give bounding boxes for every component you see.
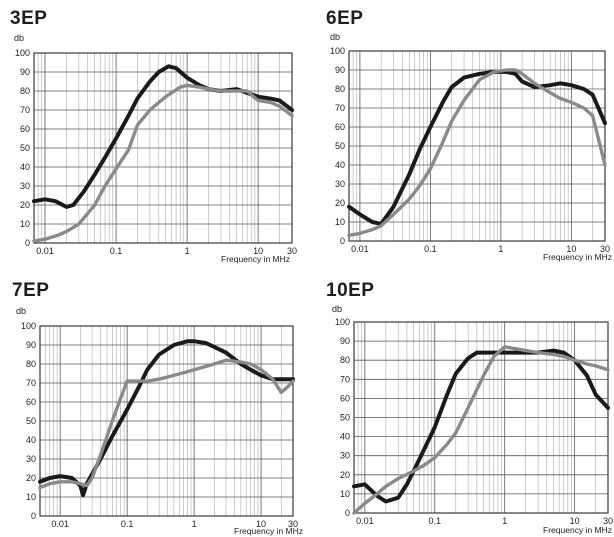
y-tick-label: 80 <box>26 359 36 369</box>
plot-frame <box>39 325 294 517</box>
chart-title: 3EP <box>10 8 47 29</box>
y-tick-label: 50 <box>20 143 30 153</box>
y-tick-label: 100 <box>21 321 36 331</box>
y-tick-label: 10 <box>335 217 345 227</box>
y-tick-label: 0 <box>31 511 36 521</box>
y-tick-label: 40 <box>335 160 345 170</box>
chart-title: 7EP <box>12 280 49 301</box>
y-tick-label: 20 <box>340 470 350 480</box>
series-line-gray <box>352 345 610 515</box>
y-tick-label: 100 <box>330 46 345 56</box>
x-tick-label: 0.01 <box>356 516 374 526</box>
y-tick-label: 30 <box>20 181 30 191</box>
y-tick-label: 70 <box>340 374 350 384</box>
y-tick-label: 10 <box>340 489 350 499</box>
x-tick-label: 30 <box>600 244 610 254</box>
x-tick-label: 0.01 <box>51 519 69 529</box>
y-axis-label: db <box>330 32 340 42</box>
series-line-gray <box>32 83 294 243</box>
y-axis-label: db <box>16 306 26 316</box>
x-tick-label: 10 <box>256 519 266 529</box>
y-tick-label: 100 <box>15 48 30 58</box>
y-tick-label: 60 <box>335 122 345 132</box>
y-tick-label: 0 <box>25 238 30 248</box>
y-tick-label: 30 <box>335 179 345 189</box>
series-line-dark <box>347 69 607 226</box>
y-tick-label: 30 <box>26 454 36 464</box>
y-tick-label: 40 <box>20 162 30 172</box>
x-tick-label: 30 <box>287 246 297 256</box>
y-tick-label: 60 <box>26 397 36 407</box>
chart-panel-2: 0 10 20 30 40 50 60 70 80 90 100 0.01 0.1 1 10 30 6EP db F… <box>326 8 612 262</box>
x-axis-label: Frequency in MHz <box>543 252 612 262</box>
y-tick-label: 20 <box>20 200 30 210</box>
x-tick-label: 10 <box>253 246 263 256</box>
chart-title: 10EP <box>326 280 374 301</box>
plot-frame <box>353 321 609 514</box>
y-tick-label: 40 <box>340 432 350 442</box>
x-tick-label: 30 <box>288 519 298 529</box>
x-tick-label: 1 <box>498 244 503 254</box>
y-tick-label: 80 <box>335 84 345 94</box>
y-tick-label: 80 <box>20 86 30 96</box>
plot-frame <box>348 50 606 242</box>
y-tick-label: 80 <box>340 355 350 365</box>
y-tick-label: 90 <box>26 340 36 350</box>
y-tick-label: 90 <box>20 67 30 77</box>
y-tick-label: 70 <box>26 378 36 388</box>
y-tick-label: 100 <box>335 317 350 327</box>
series-line-gray <box>347 68 607 237</box>
x-tick-label: 0.1 <box>424 244 437 254</box>
y-tick-label: 60 <box>20 124 30 134</box>
y-tick-label: 20 <box>26 473 36 483</box>
series-line-dark <box>352 348 610 504</box>
plot-frame <box>33 52 293 244</box>
y-axis-label: db <box>14 33 24 43</box>
y-tick-label: 50 <box>26 416 36 426</box>
x-tick-label: 0.1 <box>121 519 134 529</box>
y-tick-label: 90 <box>335 65 345 75</box>
y-tick-label: 20 <box>335 198 345 208</box>
x-tick-label: 1 <box>502 516 507 526</box>
y-tick-label: 50 <box>335 141 345 151</box>
chart-panel-4: 0 10 20 30 40 50 60 70 80 90 100 0.01 0.1 1 10 30 10EP db… <box>326 280 613 535</box>
y-tick-label: 40 <box>26 435 36 445</box>
x-tick-label: 0.01 <box>351 244 369 254</box>
x-axis-label: Frequency in MHz <box>543 525 612 535</box>
y-tick-label: 70 <box>335 103 345 113</box>
y-tick-label: 0 <box>340 236 345 246</box>
chart-panel-1: 0 10 20 30 40 50 60 70 80 90 100 0.01 0.1 1 10 30 3EP db F… <box>10 8 297 264</box>
series-line-dark <box>38 339 295 498</box>
y-tick-label: 10 <box>26 492 36 502</box>
x-axis-label: Frequency in MHz <box>234 526 303 536</box>
x-axis-label: Frequency in MHz <box>221 254 290 264</box>
x-tick-label: 1 <box>185 246 190 256</box>
y-tick-label: 90 <box>340 336 350 346</box>
y-tick-label: 0 <box>345 508 350 518</box>
y-tick-label: 60 <box>340 393 350 403</box>
chart-title: 6EP <box>326 8 363 29</box>
chart-panel-3: 0 10 20 30 40 50 60 70 80 90 100 0.01 0.1 1 10 30 7EP db F… <box>12 280 303 536</box>
y-tick-label: 30 <box>340 451 350 461</box>
y-tick-label: 70 <box>20 105 30 115</box>
x-tick-label: 10 <box>566 244 576 254</box>
x-tick-label: 0.1 <box>110 246 123 256</box>
y-tick-label: 50 <box>340 413 350 423</box>
x-tick-label: 0.01 <box>36 246 54 256</box>
y-axis-label: db <box>332 304 342 314</box>
x-tick-label: 10 <box>570 516 580 526</box>
x-tick-label: 30 <box>603 516 613 526</box>
x-tick-label: 1 <box>192 519 197 529</box>
x-tick-label: 0.1 <box>429 516 442 526</box>
y-tick-label: 10 <box>20 219 30 229</box>
series-line-gray <box>38 358 295 490</box>
